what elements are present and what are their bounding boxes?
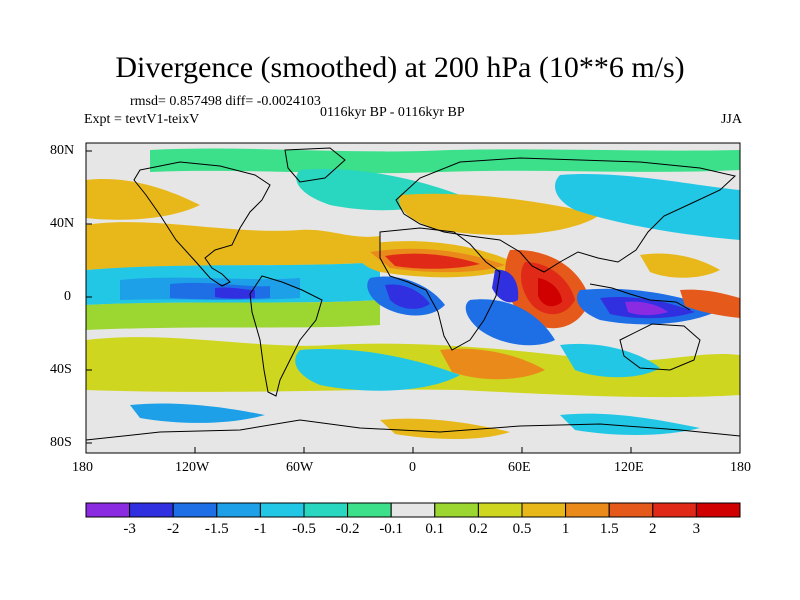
colorbar-swatch <box>129 502 174 518</box>
coast-south-america <box>249 275 323 397</box>
colorbar-label: -0.1 <box>379 521 404 537</box>
field-band <box>86 222 380 270</box>
divergence-field <box>86 148 740 439</box>
coast-antarctica <box>86 419 740 441</box>
field-band <box>385 253 480 269</box>
colorbar-label: -1.5 <box>204 521 229 537</box>
colorbar-swatch <box>172 502 218 518</box>
colorbar-swatch <box>434 502 479 518</box>
x-tick-label: 60W <box>286 460 314 475</box>
colorbar-label: 1.5 <box>599 521 619 537</box>
field-band <box>640 253 720 278</box>
coast-eurasia <box>395 157 737 273</box>
colorbar-swatch <box>85 502 131 518</box>
colorbar-label: -3 <box>123 521 136 537</box>
map-plot-area <box>86 143 740 453</box>
coastlines <box>86 147 740 441</box>
field-band <box>560 343 660 378</box>
field-band <box>465 299 555 346</box>
stats-line: rmsd= 0.857498 diff= -0.0024103 <box>130 94 321 109</box>
y-tick-label: 80S <box>50 435 72 450</box>
field-band <box>150 148 740 174</box>
coast-north-america <box>133 161 271 287</box>
colorbar-swatch <box>608 502 654 518</box>
colorbar-swatch <box>347 502 392 518</box>
field-band <box>625 301 668 315</box>
period-label: 0116kyr BP - 0116kyr BP <box>320 105 465 120</box>
field-band <box>538 278 562 307</box>
field-band <box>385 284 430 309</box>
field-band <box>215 287 255 299</box>
colorbar-swatch <box>477 502 523 518</box>
coast-africa <box>379 227 501 351</box>
x-tick-label: 180 <box>72 460 93 475</box>
colorbar-swatch <box>259 502 305 518</box>
field-band <box>399 193 600 235</box>
y-tick-label: 0 <box>64 289 71 304</box>
y-tick-label: 80N <box>50 143 75 158</box>
x-tick-label: 180 <box>730 460 751 475</box>
colorbar-label: 0.5 <box>512 521 532 537</box>
coast-australia <box>619 323 701 371</box>
field-band <box>130 403 265 423</box>
map-title: Divergence (smoothed) at 200 hPa (10**6 … <box>115 51 685 84</box>
colorbar-swatch <box>695 502 741 518</box>
field-band <box>555 173 740 240</box>
colorbar-label: -0.5 <box>292 521 316 537</box>
x-tick-label: 60E <box>508 460 531 475</box>
colorbar <box>85 502 741 518</box>
colorbar-label: -0.2 <box>335 521 360 537</box>
axis-ticks <box>85 150 741 453</box>
colorbar-swatch <box>216 502 261 518</box>
colorbar-swatch <box>565 502 610 518</box>
season-label: JJA <box>720 112 742 127</box>
y-tick-label: 40S <box>50 362 72 377</box>
field-band <box>680 289 740 318</box>
colorbar-label: 1 <box>561 521 570 537</box>
x-tick-label: 120E <box>614 460 644 475</box>
field-band <box>560 413 700 435</box>
colorbar-label: -2 <box>166 521 180 537</box>
colorbar-label: -1 <box>254 521 267 537</box>
field-band <box>86 179 200 220</box>
colorbar-label: 0.2 <box>469 521 488 537</box>
coast-maritime <box>589 283 691 311</box>
field-band <box>295 349 460 391</box>
field-band <box>86 300 380 330</box>
field-band <box>380 418 510 439</box>
colorbar-swatch <box>303 502 349 518</box>
y-tick-label: 40N <box>50 216 75 231</box>
x-tick-label: 0 <box>409 460 416 475</box>
colorbar-swatch <box>390 502 436 518</box>
field-band <box>440 348 545 380</box>
experiment-label: Expt = tevtV1-teixV <box>84 112 200 127</box>
colorbar-label: 0.1 <box>425 521 445 537</box>
coast-greenland <box>284 147 346 183</box>
colorbar-label: 3 <box>692 521 701 537</box>
colorbar-swatch <box>521 502 567 518</box>
colorbar-label: 2 <box>649 521 657 537</box>
colorbar-swatch <box>652 502 697 518</box>
x-tick-label: 120W <box>175 460 210 475</box>
